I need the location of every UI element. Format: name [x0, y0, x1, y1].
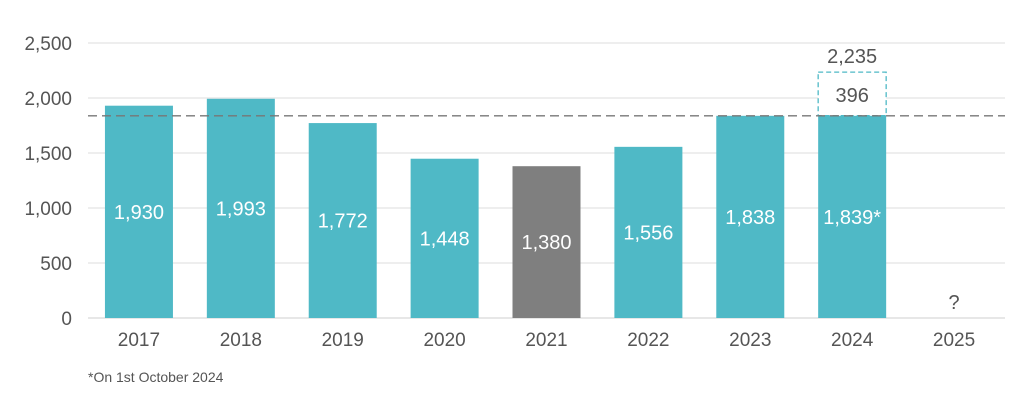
footnote: *On 1st October 2024 — [88, 369, 224, 385]
bar — [104, 105, 173, 318]
bar-value-label: 1,930 — [114, 202, 164, 224]
x-tick-label: 2018 — [220, 330, 262, 351]
y-tick-label: 2,000 — [24, 89, 72, 110]
x-tick-label: 2024 — [831, 330, 874, 351]
bar — [410, 158, 479, 318]
bar-value-label: 1,772 — [318, 211, 368, 233]
x-tick-label: 2025 — [933, 330, 975, 351]
bar-value-label: 1,838 — [725, 207, 775, 229]
bar-value-label: 1,993 — [216, 198, 266, 220]
bar-value-label: 1,556 — [623, 222, 673, 244]
projection-segment — [817, 71, 887, 117]
bar-value-label: 1,380 — [521, 232, 571, 254]
x-tick-label: 2020 — [423, 330, 465, 351]
bar — [308, 123, 377, 318]
x-tick-label: 2023 — [729, 330, 771, 351]
bar — [818, 115, 887, 319]
y-tick-label: 1,000 — [24, 199, 72, 220]
x-tick-label: 2017 — [118, 330, 160, 351]
x-axis-ticks: 2017 2018 2019 2020 2021 2022 2023 2024 2025 — [118, 330, 975, 351]
bar — [206, 98, 275, 319]
bar — [716, 115, 785, 318]
x-tick-label: 2021 — [525, 330, 567, 351]
bars: 1,930 1,993 1,772 1,448 1,380 1,556 1,838 1,839… — [104, 46, 960, 319]
projection-total-label: 2,235 — [827, 46, 877, 68]
y-tick-label: 500 — [40, 254, 72, 275]
y-tick-label: 1,500 — [24, 144, 72, 165]
unknown-value-label: ? — [948, 292, 959, 314]
projection-additional-label: 396 — [835, 85, 868, 107]
y-tick-label: 2,500 — [24, 34, 72, 55]
x-tick-label: 2022 — [627, 330, 669, 351]
bar-value-label: 1,448 — [420, 228, 470, 250]
bar-value-label: 1,839* — [823, 207, 881, 229]
x-tick-label: 2019 — [322, 330, 364, 351]
y-axis-ticks: 0 500 1,000 1,500 2,000 2,500 — [24, 34, 72, 330]
y-tick-label: 0 — [61, 309, 72, 330]
bar — [512, 166, 581, 318]
bar — [614, 146, 683, 318]
